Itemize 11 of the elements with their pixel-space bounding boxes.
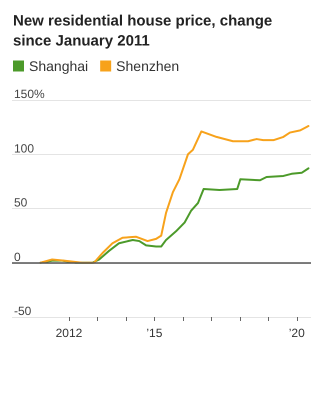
legend-label: Shanghai <box>29 58 88 74</box>
y-tick-label: -50 <box>14 304 32 318</box>
y-tick-label: 150% <box>14 87 46 101</box>
x-tick-label: 2012 <box>56 326 83 340</box>
chart-title: New residential house price, change since January 2011 <box>13 12 276 50</box>
y-tick-label: 0 <box>14 250 21 264</box>
x-tick-label: ’15 <box>146 326 163 340</box>
legend-label: Shenzhen <box>116 58 180 74</box>
x-tick-label: ’20 <box>288 326 306 340</box>
y-tick-label: 50 <box>14 196 28 210</box>
y-tick-label: 100 <box>14 141 34 156</box>
